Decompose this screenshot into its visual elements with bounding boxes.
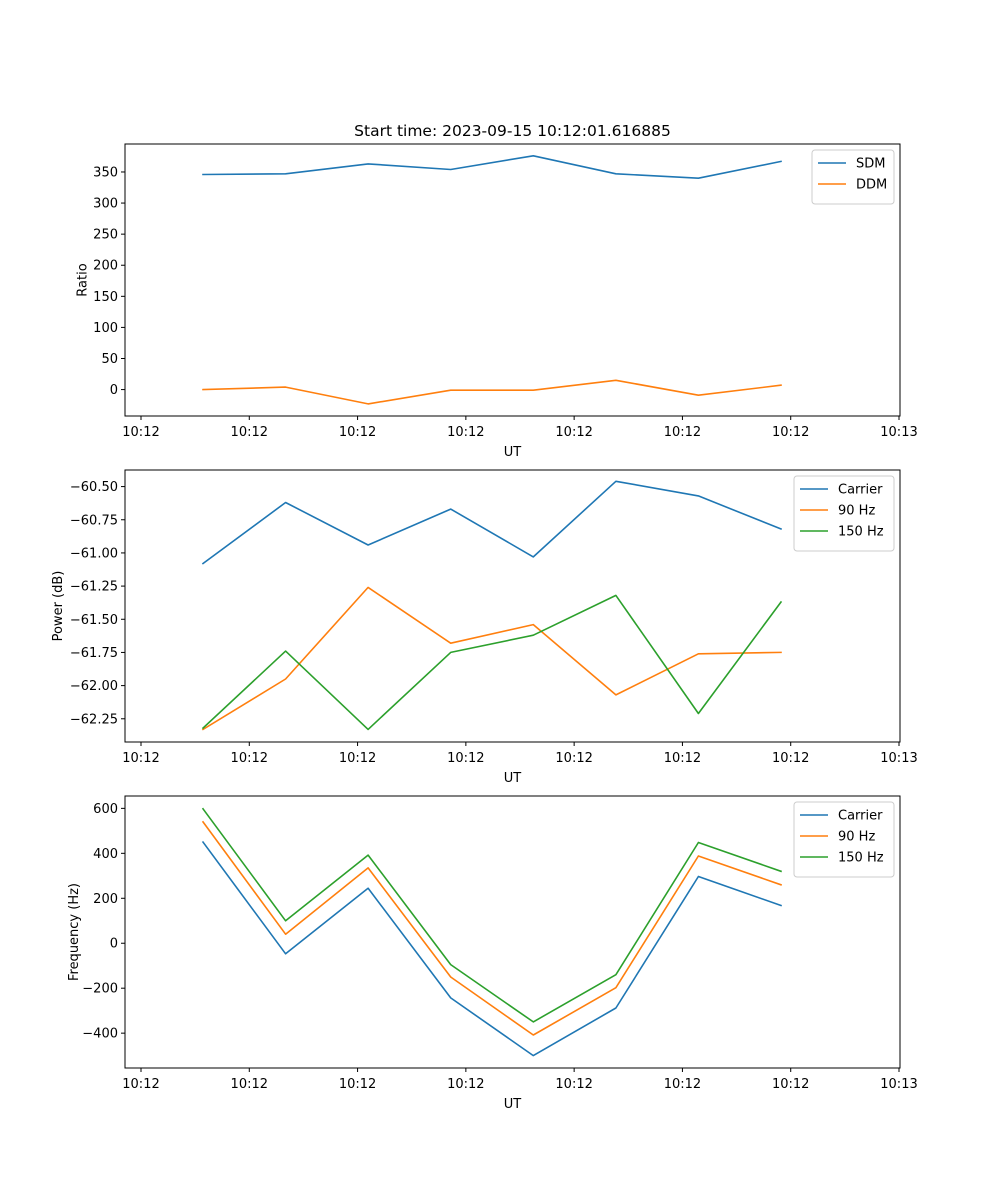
legend-frame	[793, 801, 895, 878]
legend-entry-label: SDM	[856, 157, 885, 172]
subplot-3: 10:12 10:12 10:12 10:12 10:12 10:12 10:12 10:13…	[67, 795, 918, 1112]
x-tick-label: 10:12	[447, 425, 484, 440]
legend-entry-label: DDM	[856, 178, 887, 193]
series-line-90-hz	[201, 820, 783, 1036]
y-tick-label: 400	[93, 847, 118, 862]
legend-entry-label: 150 Hz	[838, 851, 884, 866]
y-tick-label: 100	[93, 321, 118, 336]
y-axis-label: Frequency (Hz)	[67, 883, 82, 981]
x-tick-label: 10:13	[880, 751, 917, 766]
x-tick-label: 10:12	[122, 751, 159, 766]
x-tick-label: 10:12	[231, 1077, 268, 1092]
x-tick-label: 10:12	[555, 1077, 592, 1092]
x-axis-label: UT	[504, 1097, 522, 1112]
x-tick-label: 10:12	[339, 1077, 376, 1092]
y-tick-label: 250	[93, 228, 118, 243]
y-tick-label: 600	[93, 802, 118, 817]
x-axis-label: UT	[504, 445, 522, 460]
y-tick-label: −200	[82, 982, 118, 997]
subplot-2: 10:12 10:12 10:12 10:12 10:12 10:12 10:12 10:13…	[51, 469, 918, 786]
legend: Carrier 90 Hz 150 Hz	[793, 801, 895, 878]
x-tick-label: 10:12	[664, 751, 701, 766]
y-tick-label: −61.75	[70, 646, 118, 661]
y-tick-label: −61.25	[70, 580, 118, 595]
x-tick-label: 10:12	[772, 751, 809, 766]
x-tick-label: 10:12	[122, 1077, 159, 1092]
x-tick-label: 10:12	[555, 425, 592, 440]
x-tick-label: 10:12	[447, 751, 484, 766]
subplot-1: Start time: 2023-09-15 10:12:01.616885 10…	[75, 122, 917, 460]
series-line-sdm	[202, 155, 782, 179]
y-tick-label: −61.50	[70, 613, 118, 628]
x-tick-label: 10:13	[880, 425, 917, 440]
y-tick-label: 350	[93, 165, 118, 180]
y-tick-label: 200	[93, 892, 118, 907]
x-tick-label: 10:12	[555, 751, 592, 766]
x-tick-label: 10:12	[664, 1077, 701, 1092]
y-tick-label: 0	[110, 937, 118, 952]
x-tick-label: 10:12	[447, 1077, 484, 1092]
y-tick-label: −61.00	[70, 546, 118, 561]
series-line-carrier	[201, 480, 783, 565]
axes-frame	[124, 795, 901, 1069]
series-line-150-hz	[201, 807, 783, 1023]
y-tick-label: 300	[93, 197, 118, 212]
series-line-carrier	[201, 840, 783, 1057]
y-tick-label: −62.25	[70, 712, 118, 727]
y-tick-label: −62.00	[70, 679, 118, 694]
x-tick-label: 10:12	[772, 1077, 809, 1092]
x-tick-label: 10:12	[772, 425, 809, 440]
y-tick-label: −60.50	[70, 480, 118, 495]
legend-frame	[793, 475, 895, 552]
x-tick-label: 10:12	[231, 425, 268, 440]
legend-entry-label: Carrier	[838, 483, 883, 498]
y-tick-label: −60.75	[70, 513, 118, 528]
legend: SDM DDM	[811, 149, 895, 205]
series-line-150-hz	[201, 594, 783, 731]
y-tick-label: 200	[93, 259, 118, 274]
y-tick-label: 0	[110, 383, 118, 398]
legend-entry-label: Carrier	[838, 809, 883, 824]
x-axis-label: UT	[504, 771, 522, 786]
y-axis-label: Power (dB)	[51, 571, 66, 642]
x-tick-label: 10:12	[122, 425, 159, 440]
series-line-ddm	[202, 379, 782, 405]
x-tick-label: 10:13	[880, 1077, 917, 1092]
legend-entry-label: 150 Hz	[838, 525, 884, 540]
y-tick-label: 150	[93, 290, 118, 305]
y-tick-label: 50	[101, 352, 118, 367]
axes-frame	[124, 143, 901, 417]
x-tick-label: 10:12	[339, 425, 376, 440]
legend: Carrier 90 Hz 150 Hz	[793, 475, 895, 552]
y-tick-label: −400	[82, 1027, 118, 1042]
axes-frame	[124, 469, 901, 743]
legend-entry-label: 90 Hz	[838, 830, 875, 845]
x-tick-label: 10:12	[664, 425, 701, 440]
chart-title: Start time: 2023-09-15 10:12:01.616885	[354, 122, 671, 140]
x-tick-label: 10:12	[339, 751, 376, 766]
y-axis-label: Ratio	[75, 263, 90, 296]
legend-entry-label: 90 Hz	[838, 504, 875, 519]
x-tick-label: 10:12	[231, 751, 268, 766]
